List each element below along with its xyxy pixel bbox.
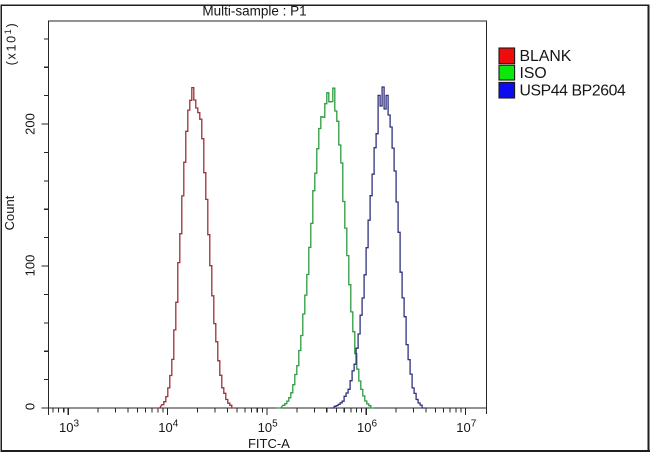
svg-text:(x101): (x101) (3, 22, 19, 66)
svg-text:BLANK: BLANK (520, 48, 572, 65)
svg-text:Multi-sample : P1: Multi-sample : P1 (202, 4, 306, 19)
svg-text:200: 200 (23, 113, 38, 135)
svg-text:100: 100 (23, 255, 38, 277)
svg-text:ISO: ISO (520, 65, 547, 82)
svg-text:FITC-A: FITC-A (248, 436, 290, 451)
svg-text:Count: Count (2, 195, 17, 230)
svg-text:USP44 BP2604: USP44 BP2604 (520, 82, 626, 99)
svg-text:0: 0 (23, 403, 38, 410)
